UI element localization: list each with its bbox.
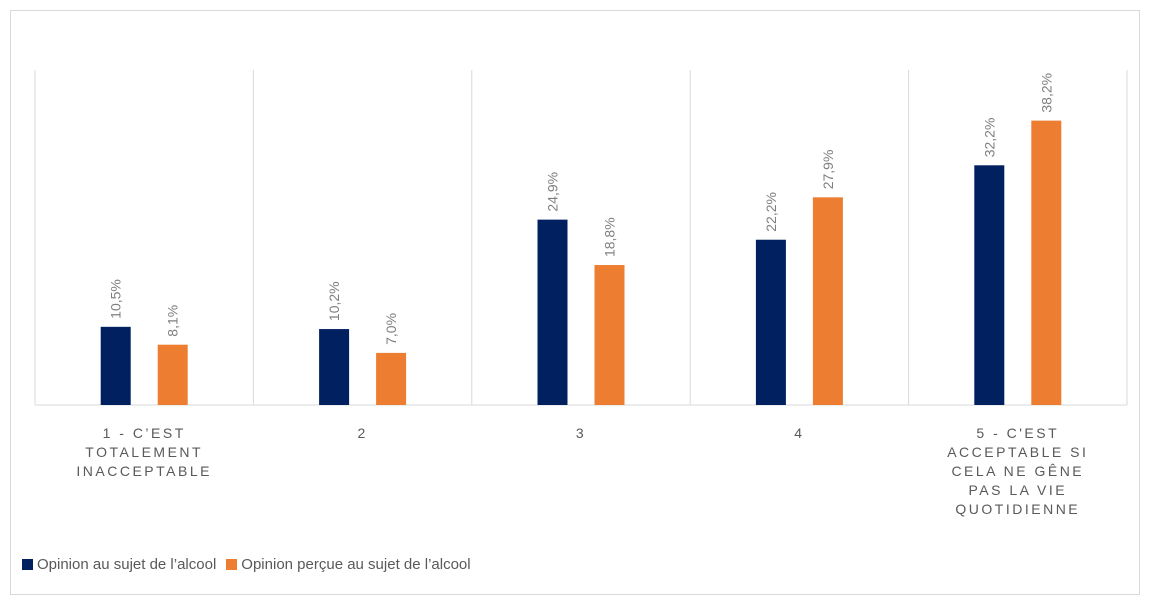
value-label: 22,2% bbox=[763, 192, 779, 232]
legend-label: Opinion perçue au sujet de l’alcool bbox=[241, 556, 471, 573]
legend-item: Opinion au sujet de l’alcool bbox=[22, 556, 216, 573]
legend-label: Opinion au sujet de l’alcool bbox=[37, 556, 217, 573]
x-tick-label: 3 bbox=[575, 425, 587, 441]
bar bbox=[974, 165, 1005, 405]
value-label: 18,8% bbox=[602, 217, 618, 257]
value-label: 10,2% bbox=[326, 281, 342, 321]
x-tick-label: 1 - C’EST TOTALEMENT INACCEPTABLE bbox=[76, 425, 212, 479]
x-tick-label: 5 - C'EST ACCEPTABLE SI CELA NE GÊNE PAS… bbox=[947, 425, 1089, 517]
value-label: 7,0% bbox=[383, 313, 399, 345]
x-tick-label: 2 bbox=[357, 425, 368, 441]
bar bbox=[812, 197, 843, 405]
bar bbox=[537, 219, 568, 405]
bar bbox=[594, 265, 625, 405]
bar bbox=[755, 239, 786, 405]
bar bbox=[100, 326, 131, 405]
value-label: 8,1% bbox=[165, 305, 181, 337]
chart-frame bbox=[10, 10, 1140, 595]
legend-swatch bbox=[226, 559, 238, 570]
bar bbox=[157, 344, 188, 405]
value-label: 38,2% bbox=[1038, 73, 1054, 113]
value-label: 32,2% bbox=[981, 118, 997, 158]
x-tick-label: 4 bbox=[794, 425, 805, 441]
value-label: 24,9% bbox=[545, 172, 561, 212]
legend-item: Opinion perçue au sujet de l’alcool bbox=[226, 556, 471, 573]
bar bbox=[376, 352, 407, 405]
legend-swatch bbox=[22, 559, 33, 570]
value-label: 27,9% bbox=[820, 150, 836, 190]
bar bbox=[319, 329, 350, 405]
value-label: 10,5% bbox=[108, 279, 124, 319]
bar bbox=[1031, 120, 1062, 405]
